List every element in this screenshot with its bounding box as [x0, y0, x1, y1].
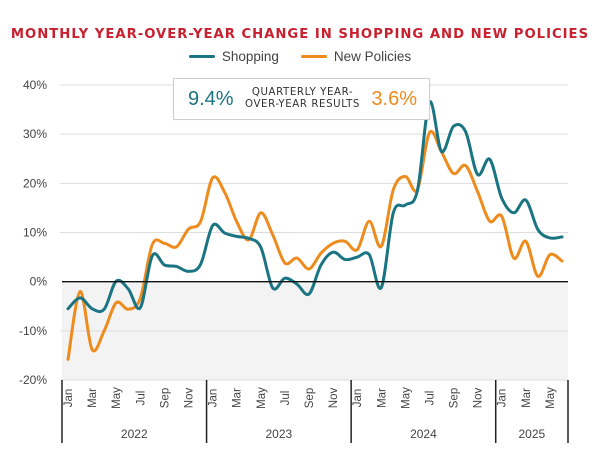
- callout-label-line1: QUARTERLY YEAR-: [251, 87, 354, 98]
- callout-shopping-value: 9.4%: [188, 87, 234, 110]
- year-label: 2023: [266, 427, 293, 441]
- y-tick-label: 10%: [23, 226, 47, 240]
- legend-label-shopping: Shopping: [221, 49, 279, 64]
- legend-label-new-policies: New Policies: [333, 49, 412, 64]
- x-tick-label: Nov: [473, 388, 485, 409]
- year-label: 2022: [121, 427, 148, 441]
- callout-new-policies-value: 3.6%: [371, 87, 417, 110]
- x-tick-label: Jul: [135, 391, 147, 406]
- x-tick-label: Jul: [424, 391, 436, 406]
- x-tick-label: May: [545, 387, 557, 409]
- x-tick-label: Sep: [159, 388, 171, 408]
- quarterly-results-callout: 9.4% QUARTERLY YEAR- OVER-YEAR RESULTS 3…: [173, 78, 430, 120]
- x-tick-label: Sep: [449, 388, 461, 408]
- y-tick-label: 30%: [23, 127, 47, 141]
- x-tick-label: Mar: [521, 388, 533, 408]
- legend: Shopping New Policies: [0, 49, 600, 64]
- callout-label: QUARTERLY YEAR- OVER-YEAR RESULTS: [245, 87, 360, 111]
- x-tick-label: Nov: [328, 388, 340, 409]
- series-line-shopping: [66, 100, 564, 314]
- legend-swatch-new-policies: [300, 55, 327, 58]
- x-tick-label: May: [256, 387, 268, 409]
- year-label: 2025: [519, 427, 546, 441]
- x-tick-label: Mar: [87, 388, 99, 408]
- x-tick-label: Sep: [304, 388, 316, 408]
- x-tick-label: May: [400, 387, 412, 409]
- y-tick-label: 20%: [23, 176, 47, 190]
- y-tick-label: -10%: [19, 324, 47, 338]
- series-line-new-policies: [66, 129, 564, 361]
- x-tick-label: Jan: [497, 389, 509, 408]
- callout-label-line2: OVER-YEAR RESULTS: [245, 99, 360, 110]
- chart-title: MONTHLY YEAR-OVER-YEAR CHANGE IN SHOPPIN…: [10, 27, 590, 42]
- x-tick-label: Jul: [280, 391, 292, 406]
- legend-swatch-shopping: [188, 55, 215, 58]
- legend-item-new-policies[interactable]: New Policies: [300, 49, 412, 64]
- x-tick-label: Jan: [208, 389, 220, 408]
- x-tick-label: Jan: [352, 389, 364, 408]
- y-tick-label: 40%: [23, 78, 47, 92]
- x-tick-label: Nov: [184, 388, 196, 409]
- x-tick-label: Mar: [232, 388, 244, 408]
- year-label: 2024: [410, 427, 437, 441]
- x-tick-label: May: [111, 387, 123, 409]
- x-tick-label: Jan: [63, 389, 75, 408]
- y-tick-label: 0%: [30, 275, 48, 289]
- y-tick-label: -20%: [19, 373, 47, 387]
- x-tick-label: Mar: [376, 388, 388, 408]
- legend-item-shopping[interactable]: Shopping: [188, 49, 279, 64]
